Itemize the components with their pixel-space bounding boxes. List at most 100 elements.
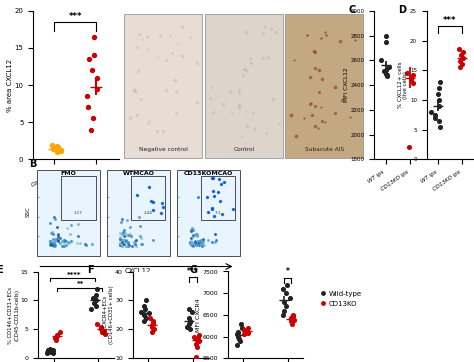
Point: [240, 67, 247, 72]
Point: [282, 290, 289, 296]
Point: [49, 144, 57, 150]
Point: [194, 238, 201, 244]
Point: [303, 32, 310, 38]
Point: [128, 233, 135, 239]
Point: [275, 120, 283, 126]
Point: [289, 312, 296, 318]
Point: [314, 125, 322, 131]
Point: [187, 238, 194, 244]
Text: Control: Control: [234, 147, 255, 152]
Point: [318, 35, 325, 41]
Bar: [61, 176, 96, 220]
Point: [50, 236, 57, 242]
Point: [459, 55, 466, 61]
Point: [52, 238, 59, 244]
Point: [140, 318, 148, 324]
Point: [199, 239, 207, 244]
Point: [188, 240, 196, 246]
Point: [380, 68, 387, 74]
Point: [48, 241, 56, 247]
Point: [208, 205, 215, 211]
Point: [459, 50, 467, 55]
Point: [148, 322, 155, 328]
Point: [131, 238, 138, 244]
Point: [124, 240, 132, 246]
Point: [193, 344, 201, 350]
Point: [93, 75, 101, 81]
Point: [67, 239, 74, 244]
Text: SSC: SSC: [26, 206, 31, 217]
Point: [74, 221, 82, 227]
Point: [210, 175, 217, 181]
Point: [194, 194, 201, 200]
Point: [431, 115, 438, 121]
Point: [214, 189, 222, 195]
Point: [118, 241, 125, 247]
Point: [310, 48, 318, 54]
Point: [186, 327, 194, 332]
Point: [315, 89, 323, 95]
Point: [47, 349, 55, 355]
Point: [311, 65, 319, 71]
Point: [46, 242, 54, 248]
Point: [434, 91, 442, 97]
Point: [238, 133, 246, 139]
Point: [246, 55, 254, 61]
Point: [54, 143, 61, 149]
Point: [133, 243, 140, 249]
Point: [90, 115, 97, 121]
Point: [162, 57, 170, 63]
Point: [120, 237, 128, 243]
Point: [55, 237, 62, 243]
Point: [140, 312, 147, 318]
Point: [119, 237, 127, 243]
Bar: [205, 14, 283, 158]
Point: [159, 205, 167, 210]
Point: [67, 222, 75, 228]
Point: [436, 118, 443, 123]
Point: [259, 30, 267, 35]
Point: [51, 240, 58, 246]
Text: ***: ***: [443, 16, 456, 25]
Point: [229, 206, 237, 211]
Point: [169, 51, 176, 56]
Point: [282, 303, 290, 309]
Point: [142, 298, 149, 303]
Point: [186, 318, 194, 324]
Point: [145, 184, 153, 190]
Text: ***: ***: [68, 12, 82, 21]
Point: [233, 342, 241, 348]
Point: [456, 64, 464, 70]
Point: [46, 346, 54, 352]
Point: [300, 115, 308, 121]
Point: [48, 142, 56, 148]
Point: [259, 55, 267, 60]
Point: [48, 229, 56, 235]
Point: [235, 102, 243, 108]
Point: [50, 241, 57, 247]
Point: [46, 241, 54, 247]
Y-axis label: % CD146+CD31+ECs
(CD45-CD11b-cells): % CD146+CD31+ECs (CD45-CD11b-cells): [8, 286, 19, 344]
Point: [65, 240, 73, 246]
Point: [51, 335, 59, 341]
Point: [216, 198, 224, 204]
Point: [60, 238, 68, 244]
Point: [185, 321, 192, 327]
Point: [435, 97, 443, 103]
Point: [187, 235, 195, 241]
Point: [188, 309, 195, 315]
Point: [318, 76, 326, 82]
Point: [187, 239, 194, 245]
Point: [173, 41, 181, 47]
Text: G: G: [190, 265, 198, 274]
Point: [195, 335, 202, 341]
Point: [235, 329, 242, 335]
Point: [118, 241, 126, 247]
Point: [194, 99, 201, 105]
Point: [149, 237, 157, 243]
Point: [192, 231, 200, 237]
Point: [193, 232, 201, 238]
Point: [47, 241, 55, 247]
Point: [209, 109, 217, 115]
Point: [288, 314, 296, 320]
